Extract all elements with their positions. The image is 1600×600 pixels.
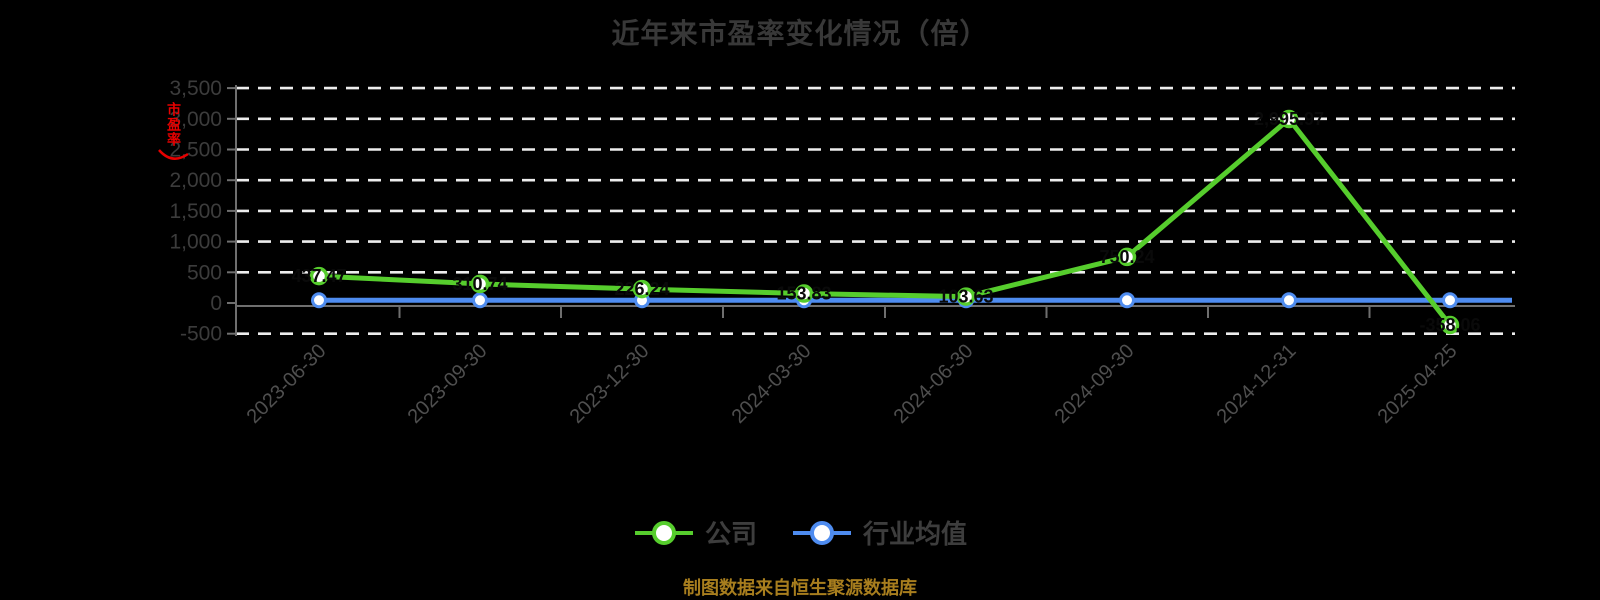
industry-average-marker: [1442, 292, 1458, 309]
company-data-label: 153.83: [776, 284, 831, 304]
chart-title: 近年来市盈率变化情况（倍）: [611, 18, 989, 49]
x-category-label: 2023-06-30: [243, 340, 331, 428]
industry-average-marker: [1119, 292, 1135, 309]
company-legend-marker: [634, 520, 693, 545]
company-marker: [309, 266, 329, 286]
x-category-label: 2023-09-30: [404, 340, 492, 428]
company-data-label: 310.74: [452, 274, 507, 294]
legend-label-industry-average: 行业均值: [863, 519, 968, 549]
y-tick-label: 2,000: [169, 169, 222, 192]
y-tick-label: 0: [210, 292, 222, 315]
company-marker: [1279, 109, 1299, 129]
y-tick-label: 1,500: [169, 200, 222, 223]
legend-label-company: 公司: [704, 519, 757, 549]
industry-average-marker: [472, 292, 488, 309]
y-tick-label: 500: [187, 261, 222, 284]
x-category-label: 2024-09-30: [1051, 340, 1139, 428]
y-axis-annotation: 市盈率: [166, 102, 182, 147]
x-category-label: 2023-12-30: [566, 340, 654, 428]
company-data-label: 437.47: [291, 266, 346, 286]
company-data-label: 226.24: [614, 279, 669, 299]
y-tick-label: 3,500: [169, 77, 222, 100]
legend-item-company: 公司: [633, 514, 757, 551]
y-tick-label: 1,000: [169, 231, 222, 254]
x-category-label: 2025-04-25: [1374, 340, 1462, 428]
company-marker: [1440, 315, 1460, 335]
y-tick-label: 3,000: [169, 108, 222, 131]
company-marker: [794, 284, 814, 303]
company-data-label: 750.24: [1099, 247, 1154, 267]
industry-legend-marker: [793, 520, 851, 545]
company-marker: [956, 287, 976, 306]
x-category-label: 2024-03-30: [728, 340, 816, 428]
x-category-label: 2024-06-30: [890, 340, 978, 428]
company-line: [318, 116, 1452, 327]
company-marker: [470, 274, 490, 294]
legend-item-industry-average: 行业均值: [791, 514, 967, 551]
y-tick-label: -500: [180, 323, 222, 346]
company-marker: [1117, 247, 1137, 267]
industry-average-marker: [1281, 292, 1297, 309]
company-data-label: 2,995.97: [1254, 109, 1324, 129]
industry-average-marker: [311, 292, 327, 309]
company-data-label: 103.63: [938, 287, 993, 307]
company-marker: [632, 279, 652, 299]
x-category-label: 2024-12-31: [1213, 340, 1301, 428]
company-data-label: -358.06: [1419, 315, 1480, 335]
data-source-note: 制图数据来自恒生聚源数据库: [683, 578, 917, 598]
annotation-scribble: [158, 149, 189, 160]
legend: 公司 行业均值: [0, 514, 1600, 551]
